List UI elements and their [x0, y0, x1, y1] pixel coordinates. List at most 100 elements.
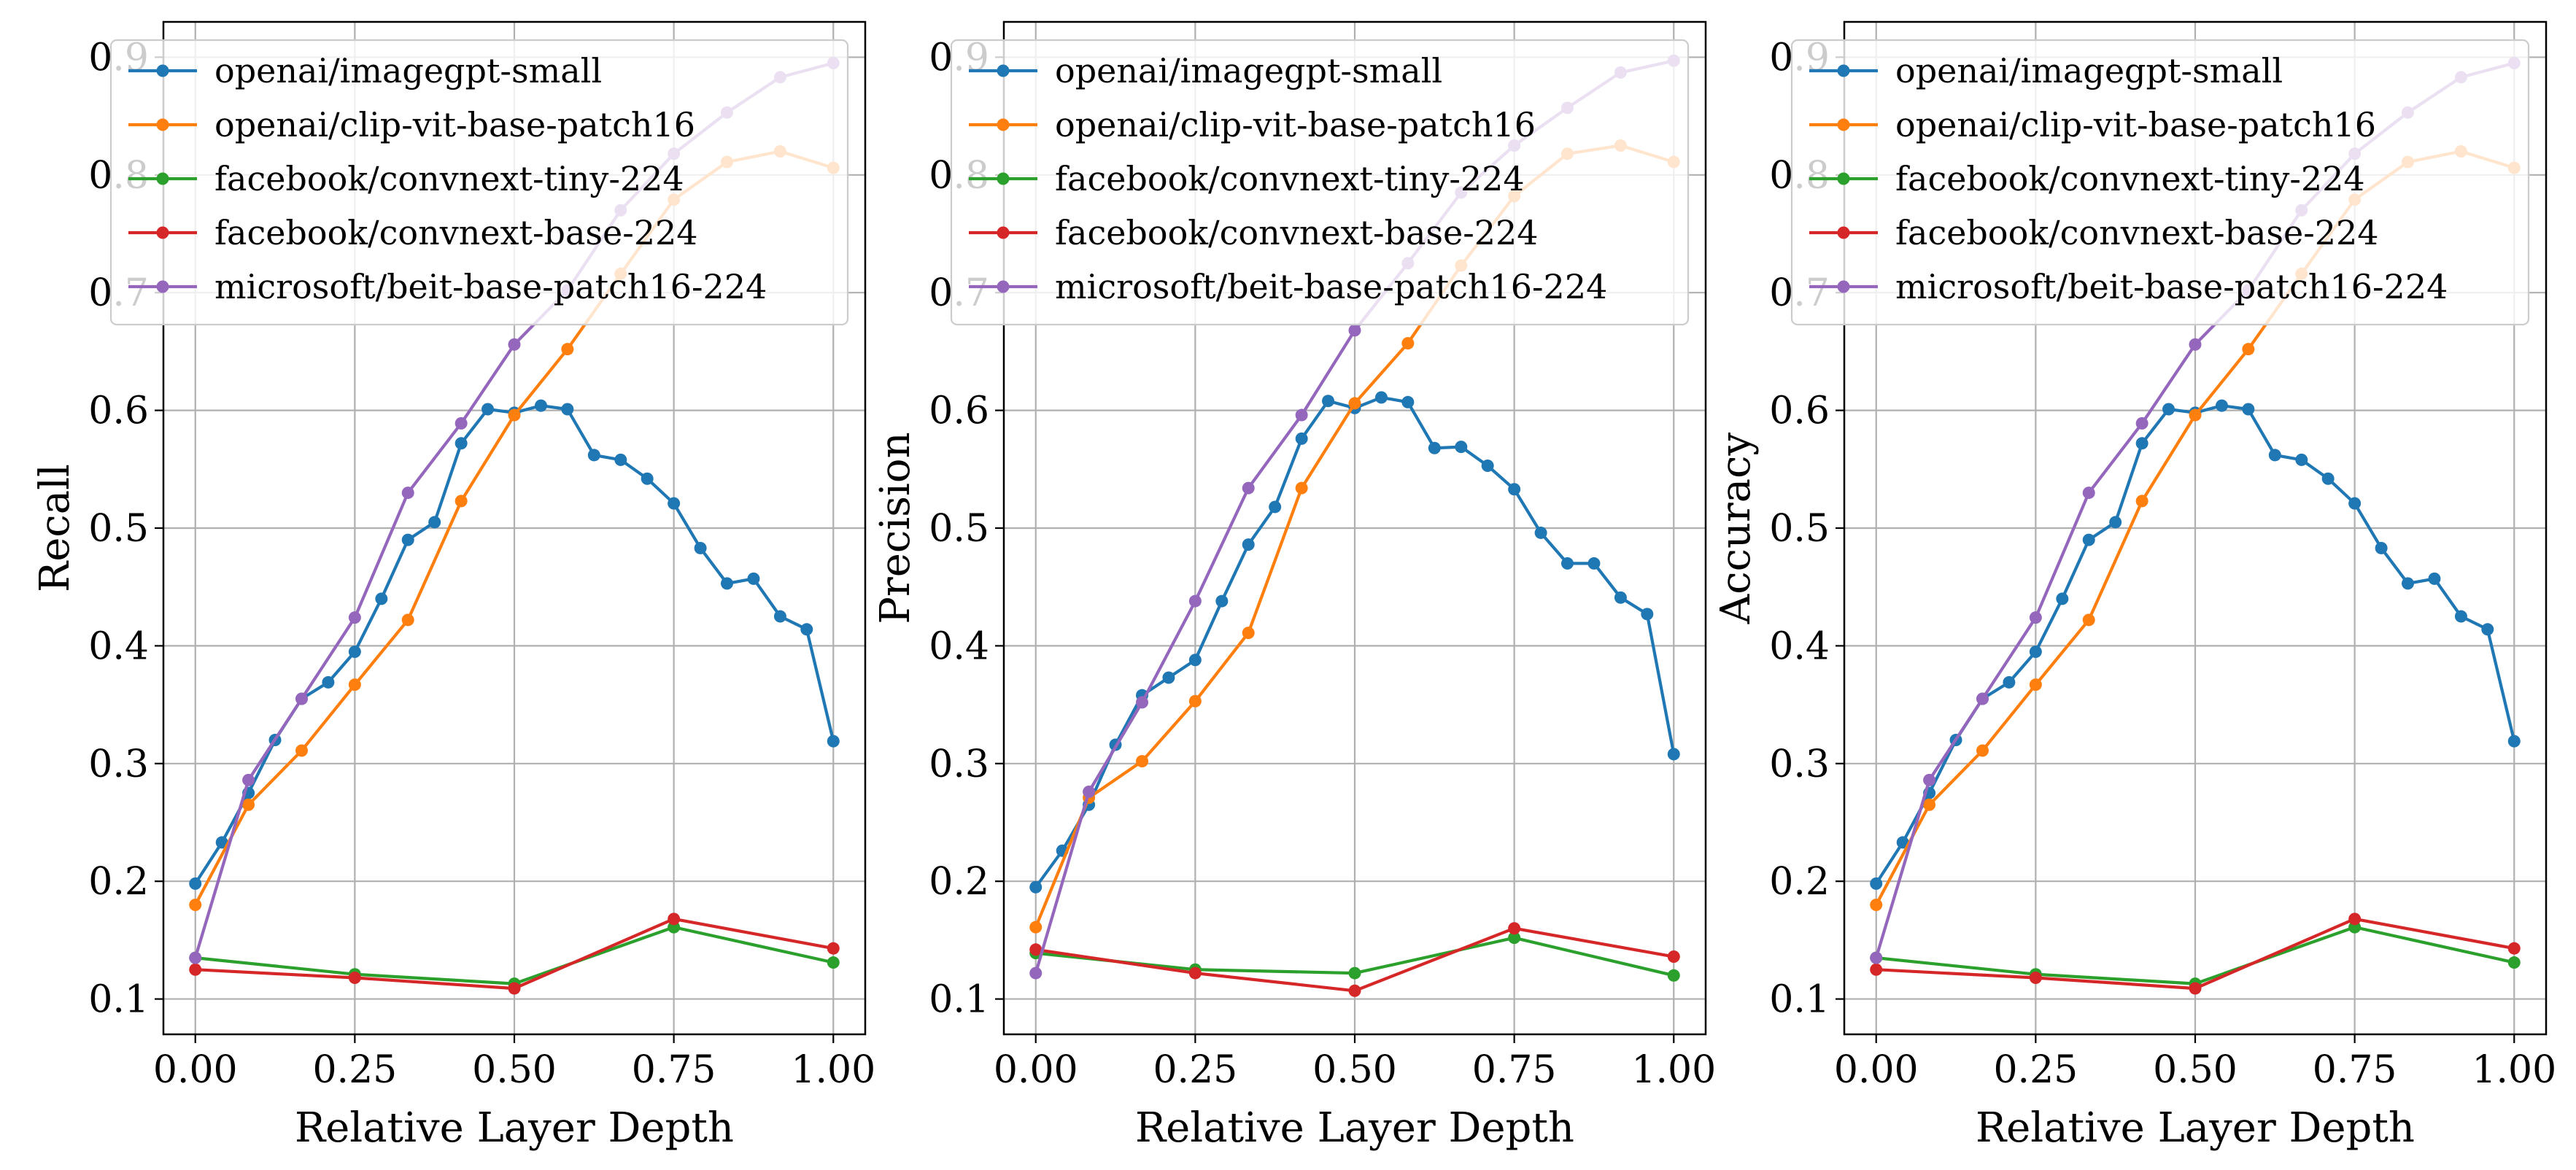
data-point: [348, 678, 361, 691]
data-point: [1188, 594, 1202, 608]
legend-swatch-marker: [156, 118, 169, 131]
data-point: [1269, 500, 1282, 514]
data-point: [508, 982, 521, 995]
data-point: [1242, 627, 1255, 640]
data-point: [1534, 526, 1547, 539]
y-tick-label: 0.1: [88, 978, 149, 1022]
data-point: [215, 836, 228, 849]
y-tick-label: 0.2: [88, 860, 149, 904]
data-point: [1029, 880, 1043, 894]
data-point: [1029, 966, 1043, 980]
data-point: [1295, 481, 1308, 495]
data-point: [561, 343, 574, 356]
legend-entry-label: openai/imagegpt-small: [214, 51, 602, 90]
data-point: [455, 495, 468, 508]
data-point: [1029, 921, 1043, 934]
data-point: [1242, 481, 1255, 495]
data-point: [2268, 449, 2281, 462]
data-point: [1870, 963, 1883, 976]
data-point: [1188, 694, 1202, 708]
data-point: [455, 417, 468, 430]
legend-entry-label: facebook/convnext-tiny-224: [1895, 159, 2365, 198]
y-tick-label: 0.4: [1769, 624, 1830, 668]
data-point: [1188, 654, 1202, 667]
data-point: [1136, 696, 1149, 709]
data-point: [827, 735, 840, 748]
data-point: [2135, 437, 2148, 450]
data-point: [2082, 613, 2095, 627]
legend-box: [950, 39, 1690, 326]
y-tick-label: 0.5: [929, 507, 989, 551]
data-point: [2082, 533, 2095, 546]
data-point: [2135, 495, 2148, 508]
data-point: [2401, 577, 2414, 590]
data-point: [1896, 836, 1909, 849]
legend-swatch-marker: [156, 226, 169, 239]
legend-entry-label: facebook/convnext-base-224: [1055, 213, 1539, 252]
x-tick-label: 0.25: [1153, 1048, 1237, 1092]
data-point: [1508, 483, 1521, 496]
chart-panel-2: 0.000.250.500.751.000.10.20.30.40.50.60.…: [872, 20, 1716, 1152]
data-point: [2109, 516, 2122, 529]
data-point: [1508, 922, 1521, 935]
y-tick-label: 0.1: [1769, 978, 1830, 1022]
legend-swatch-marker: [1837, 226, 1850, 239]
data-point: [2029, 678, 2042, 691]
data-point: [1242, 538, 1255, 551]
data-point: [401, 533, 414, 546]
legend-box: [1790, 39, 2530, 326]
y-tick-label: 0.3: [88, 743, 149, 786]
data-point: [189, 877, 202, 890]
y-axis-label: Precision: [872, 432, 919, 624]
y-tick-label: 0.5: [88, 507, 149, 551]
x-tick-label: 0.75: [2313, 1048, 2397, 1092]
data-point: [2215, 399, 2228, 412]
data-point: [1401, 337, 1415, 350]
x-tick-label: 0.75: [1472, 1048, 1557, 1092]
y-tick-label: 0.4: [88, 624, 149, 668]
data-point: [242, 798, 255, 811]
data-point: [428, 516, 441, 529]
data-point: [2295, 453, 2308, 466]
data-point: [2507, 942, 2521, 955]
data-point: [1215, 594, 1229, 608]
data-point: [508, 338, 521, 351]
y-tick-label: 0.3: [929, 743, 989, 786]
data-point: [1481, 459, 1494, 472]
x-tick-label: 0.25: [312, 1048, 397, 1092]
data-point: [2321, 472, 2335, 485]
legend-entry-label: facebook/convnext-base-224: [214, 213, 698, 252]
x-tick-label: 0.25: [1993, 1048, 2078, 1092]
legend-entry-label: openai/clip-vit-base-patch16: [1055, 105, 1536, 144]
data-point: [1348, 966, 1361, 980]
y-tick-label: 0.6: [1769, 390, 1830, 433]
data-point: [2507, 956, 2521, 969]
legend-entry-label: microsoft/beit-base-patch16-224: [214, 267, 767, 306]
data-point: [2189, 982, 2202, 995]
data-point: [1029, 943, 1043, 956]
data-point: [1560, 557, 1574, 570]
legend-swatch-marker: [997, 172, 1010, 185]
y-tick-label: 0.6: [88, 390, 149, 433]
data-point: [1162, 671, 1175, 684]
data-point: [2135, 417, 2148, 430]
data-point: [1322, 395, 1335, 408]
data-point: [481, 403, 495, 416]
data-point: [348, 645, 361, 658]
data-point: [1667, 969, 1680, 982]
series-facebook-convnext-base-224: [1870, 913, 2521, 995]
legend-swatch-marker: [1837, 172, 1850, 185]
data-point: [668, 497, 681, 510]
data-point: [694, 541, 707, 554]
data-point: [800, 623, 813, 636]
data-point: [2348, 913, 2362, 926]
data-point: [1614, 591, 1627, 604]
y-tick-label: 0.5: [1769, 507, 1830, 551]
data-point: [401, 487, 414, 500]
x-tick-label: 1.00: [2472, 1048, 2556, 1092]
data-point: [1455, 441, 1468, 454]
y-tick-label: 0.2: [1769, 860, 1830, 904]
data-point: [1923, 773, 1936, 786]
data-point: [1870, 877, 1883, 890]
